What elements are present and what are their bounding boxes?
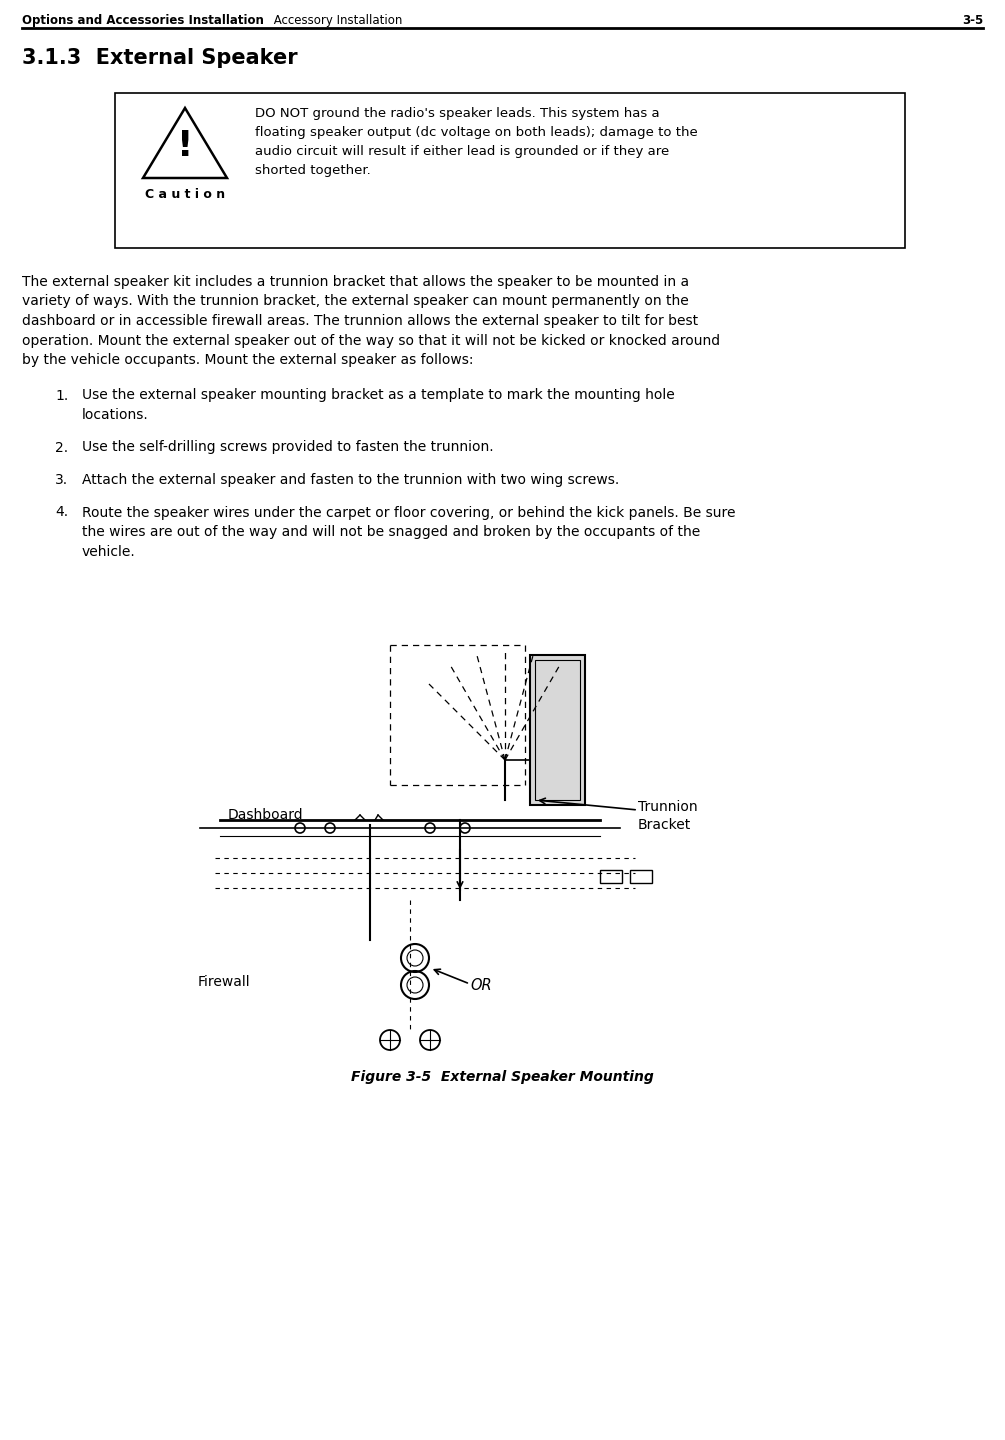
Text: Accessory Installation: Accessory Installation [270,14,402,27]
Text: Dashboard: Dashboard [228,808,304,822]
Text: 1.: 1. [55,389,68,403]
Text: Firewall: Firewall [198,975,250,989]
Bar [630,870,652,883]
Text: Use the external speaker mounting bracket as a template to mark the mounting hol: Use the external speaker mounting bracke… [82,389,674,403]
Text: Figure 3-5  External Speaker Mounting: Figure 3-5 External Speaker Mounting [351,1070,654,1084]
Text: 2.: 2. [55,441,68,455]
Polygon shape [151,114,219,171]
Bar [535,660,580,801]
Polygon shape [143,108,227,179]
Bar [530,655,585,805]
Text: vehicle.: vehicle. [82,544,136,559]
Text: variety of ways. With the trunnion bracket, the external speaker can mount perma: variety of ways. With the trunnion brack… [22,295,688,308]
Text: Use the self-drilling screws provided to fasten the trunnion.: Use the self-drilling screws provided to… [82,441,493,455]
Text: Route the speaker wires under the carpet or floor covering, or behind the kick p: Route the speaker wires under the carpet… [82,505,736,520]
Bar [600,870,622,883]
Text: 3.1.3  External Speaker: 3.1.3 External Speaker [22,48,297,68]
Text: floating speaker output (dc voltage on both leads); damage to the: floating speaker output (dc voltage on b… [255,125,697,140]
Text: the wires are out of the way and will not be snagged and broken by the occupants: the wires are out of the way and will no… [82,526,700,539]
Bar [115,94,905,248]
Text: 3.: 3. [55,472,68,487]
Text: dashboard or in accessible firewall areas. The trunnion allows the external spea: dashboard or in accessible firewall area… [22,314,698,328]
Text: locations.: locations. [82,408,149,422]
Text: by the vehicle occupants. Mount the external speaker as follows:: by the vehicle occupants. Mount the exte… [22,353,473,367]
Text: OR: OR [470,978,491,994]
Text: audio circuit will result if either lead is grounded or if they are: audio circuit will result if either lead… [255,145,669,158]
Text: operation. Mount the external speaker out of the way so that it will not be kick: operation. Mount the external speaker ou… [22,334,721,347]
Text: C a u t i o n: C a u t i o n [145,189,225,202]
Text: The external speaker kit includes a trunnion bracket that allows the speaker to : The external speaker kit includes a trun… [22,275,689,289]
Text: 4.: 4. [55,505,68,520]
Text: shorted together.: shorted together. [255,164,371,177]
Text: !: ! [177,130,193,163]
Text: DO NOT ground the radio's speaker leads. This system has a: DO NOT ground the radio's speaker leads.… [255,107,659,120]
Text: Options and Accessories Installation: Options and Accessories Installation [22,14,264,27]
Text: Trunnion
Bracket: Trunnion Bracket [638,801,697,832]
Text: 3-5: 3-5 [962,14,983,27]
Text: Attach the external speaker and fasten to the trunnion with two wing screws.: Attach the external speaker and fasten t… [82,472,619,487]
